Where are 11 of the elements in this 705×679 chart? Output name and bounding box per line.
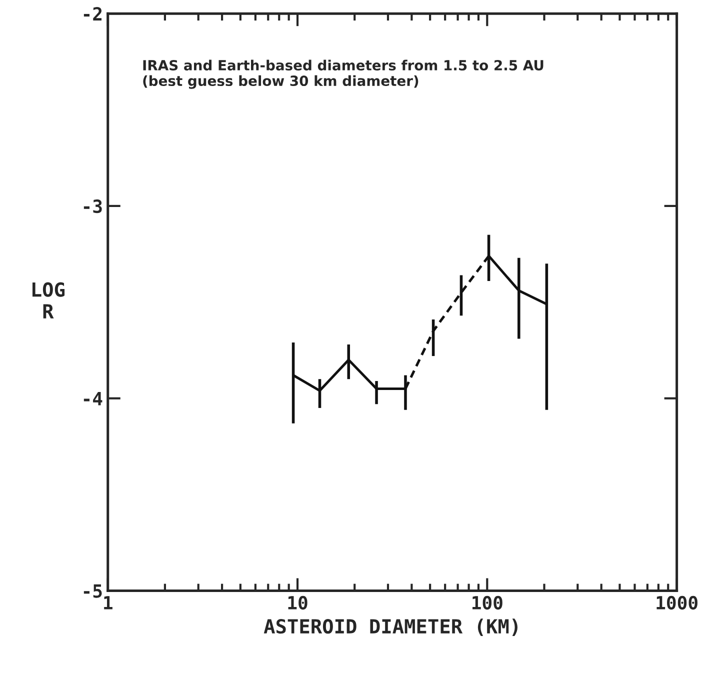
x-tick-label: 10 <box>288 596 308 610</box>
x-tick-label: 100 <box>472 596 502 610</box>
x-tick-label: 1000 <box>656 596 698 610</box>
y-tick-label: -3 <box>84 199 102 214</box>
y-tick-label: -5 <box>84 584 102 598</box>
x-axis-title: ASTEROID DIAMETER (KM) <box>264 618 518 636</box>
x-tick-label: 1 <box>104 596 112 610</box>
annotation: IRAS and Earth-based diameters from 1.5 to 2.5 AU (best guess below 30 km diameter) <box>143 60 544 89</box>
y-tick-label: -2 <box>84 7 102 20</box>
y-axis-title: LOG R <box>32 282 65 318</box>
y-tick-label: -4 <box>84 392 102 406</box>
